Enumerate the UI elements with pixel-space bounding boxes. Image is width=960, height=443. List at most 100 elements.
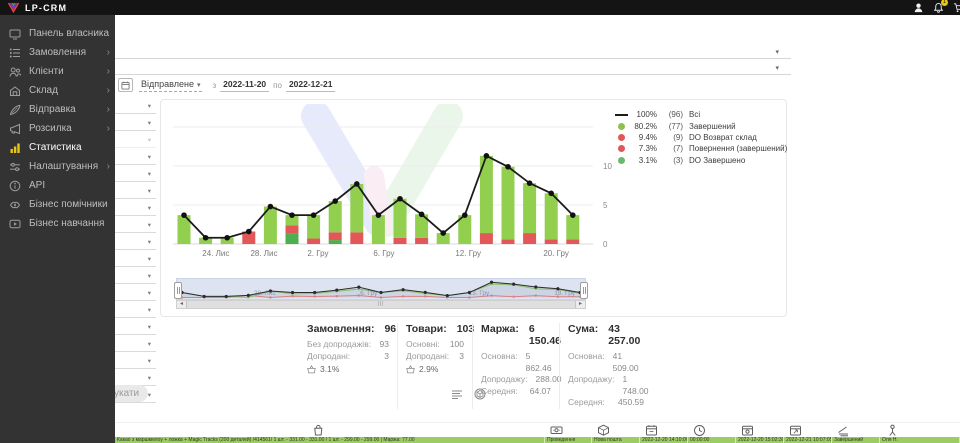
date-from-input[interactable]: 2022-11-20 (220, 79, 270, 92)
sidebar-item[interactable]: Замовлення › (0, 43, 115, 62)
side-filter-select[interactable]: ▾ (115, 352, 156, 369)
cart-icon[interactable] (953, 2, 960, 13)
sidebar-item-label: Бізнес помічники (29, 199, 108, 210)
side-filter-select[interactable]: ▾ (115, 301, 156, 318)
side-filter-select[interactable]: ▾ (115, 97, 156, 114)
chart-navigator[interactable]: 28. Лис 6. Гру 13. Гру 19. Гру (174, 278, 588, 300)
date-type-select[interactable]: Відправлене ▾ (139, 79, 203, 92)
chart-scrollbar[interactable]: ◂ ||| ▸ (176, 300, 586, 309)
package-view-icon[interactable] (474, 388, 486, 400)
chevron-right-icon: › (106, 65, 110, 77)
settings-icon (10, 162, 20, 171)
stat-row: Допродажу: 1 748.00 (568, 374, 649, 396)
side-filter-select[interactable]: ▾ (115, 386, 156, 403)
table-cell: Нова пошта (592, 437, 640, 443)
legend-item[interactable]: 100% (96) Всі (613, 109, 787, 120)
content: ▾ ▾ Відправлене ▾ з 2022-11-20 по 2022-12… (0, 15, 960, 443)
stat-title: Сума: 43 257.00 (568, 323, 641, 347)
filter-select-1[interactable]: ▾ (115, 37, 791, 59)
column-person-route-icon[interactable] (886, 424, 899, 437)
date-to-input[interactable]: 2022-12-21 (285, 79, 336, 92)
sidebar-item[interactable]: API (0, 176, 115, 195)
sidebar-item[interactable]: Панель власника (0, 24, 115, 43)
column-clock-icon[interactable] (693, 424, 706, 437)
sidebar-item[interactable]: Клієнти › (0, 62, 115, 81)
chevron-right-icon: › (106, 122, 110, 134)
chevron-down-icon: ▾ (147, 256, 151, 263)
chevron-down-icon: ▾ (775, 49, 779, 56)
sidebar-item[interactable]: Відправка › (0, 100, 115, 119)
sidebar-item[interactable]: Налаштування › (0, 157, 115, 176)
legend-percent: 9.4% (638, 132, 657, 142)
navigator-label: 19. Гру (554, 290, 575, 297)
side-filter-select[interactable]: ▾ (115, 250, 156, 267)
api-icon (9, 180, 21, 191)
legend-item[interactable]: 9.4% (9) DO Возврат склад (613, 132, 787, 143)
side-filter-select[interactable]: ▾ (115, 148, 156, 165)
navigator-label: 13. Гру (468, 290, 490, 297)
legend-percent: 100% (636, 110, 657, 120)
side-filter-select[interactable]: ▾ (115, 216, 156, 233)
filter-select-2[interactable]: ▾ (115, 59, 791, 75)
clock-icon (694, 425, 705, 436)
column-calendar-export-icon[interactable] (789, 424, 802, 437)
navigator-handle-right[interactable] (580, 282, 588, 299)
sidebar-item[interactable]: Склад › (0, 81, 115, 100)
legend-marker (613, 113, 629, 116)
sidebar-item[interactable]: Статистика (0, 138, 115, 157)
basket-icon (406, 364, 415, 373)
stat-column: Маржа: 6 150.46 Основна: 5 862.46 Допродажу:… (472, 323, 562, 409)
stat-row: Основні: 100 (406, 339, 464, 349)
side-filter-select[interactable]: ▾ (115, 182, 156, 199)
side-filter-select[interactable]: ▾ (115, 267, 156, 284)
side-filter-select[interactable]: ▾ (115, 284, 156, 301)
side-filter-select[interactable]: ▾ (115, 165, 156, 182)
legend-count: (7) (673, 144, 683, 154)
side-filter-select[interactable]: ▾ (115, 318, 156, 335)
person-route-icon (889, 424, 896, 436)
stat-row: Середня: 64.07 (481, 385, 551, 396)
side-filter-select[interactable]: ▾ (115, 131, 156, 148)
calendar-icon[interactable] (118, 78, 133, 92)
chevron-right-icon: › (106, 160, 110, 172)
column-ramp-icon[interactable] (837, 424, 850, 437)
legend-label: DO Завершено (689, 155, 746, 165)
user-icon[interactable] (913, 2, 924, 13)
notification-badge: 1 (941, 0, 948, 6)
banknote-icon (550, 426, 563, 434)
legend-item[interactable]: 3.1% (3) DO Завершено (613, 155, 787, 166)
column-calendar-bell-icon[interactable] (741, 424, 754, 437)
legend-count: (77) (668, 121, 683, 131)
scrollbar-thumb[interactable]: ||| (186, 301, 576, 308)
column-banknote-icon[interactable] (550, 424, 563, 437)
navigator-handle-left[interactable] (174, 282, 182, 299)
legend-item[interactable]: 80.2% (77) Завершений (613, 120, 787, 131)
bell-icon[interactable]: 1 (933, 0, 948, 13)
package-icon (598, 424, 609, 436)
column-package-icon[interactable] (597, 424, 610, 437)
sidebar-item[interactable]: Розсилка › (0, 119, 115, 138)
chevron-down-icon: ▾ (196, 81, 201, 89)
side-filter-select[interactable]: ▾ (115, 335, 156, 352)
topbar-actions: 1 (913, 0, 960, 15)
stat-title: Товари: 103 (406, 323, 475, 335)
chevron-down-icon: ▾ (147, 375, 151, 382)
sidebar-item[interactable]: Бізнес навчання (0, 214, 115, 233)
side-filter-select[interactable]: ▾ (115, 114, 156, 131)
column-bag-icon[interactable] (312, 424, 325, 437)
svg-text:5: 5 (603, 201, 608, 210)
stat-title: Маржа: 6 150.46 (481, 323, 562, 347)
scroll-right-arrow[interactable]: ▸ (576, 301, 585, 308)
scrollbar-grip-icon: ||| (377, 301, 385, 307)
table-row[interactable]: Какао з маршмелоу + ложка + Magic Tracks… (115, 437, 960, 443)
app-logo[interactable]: LP-CRM (7, 2, 67, 13)
sidebar-item[interactable]: Бізнес помічники (0, 195, 115, 214)
list-view-icon[interactable] (451, 388, 463, 400)
side-filter-select[interactable]: ▾ (115, 369, 156, 386)
side-filter-select[interactable]: ▾ (115, 199, 156, 216)
side-filter-select[interactable]: ▾ (115, 233, 156, 250)
scroll-left-arrow[interactable]: ◂ (177, 301, 186, 308)
column-calendar-date-icon[interactable] (645, 424, 658, 437)
legend-item[interactable]: 7.3% (7) Повернення (завершений) (613, 143, 787, 154)
